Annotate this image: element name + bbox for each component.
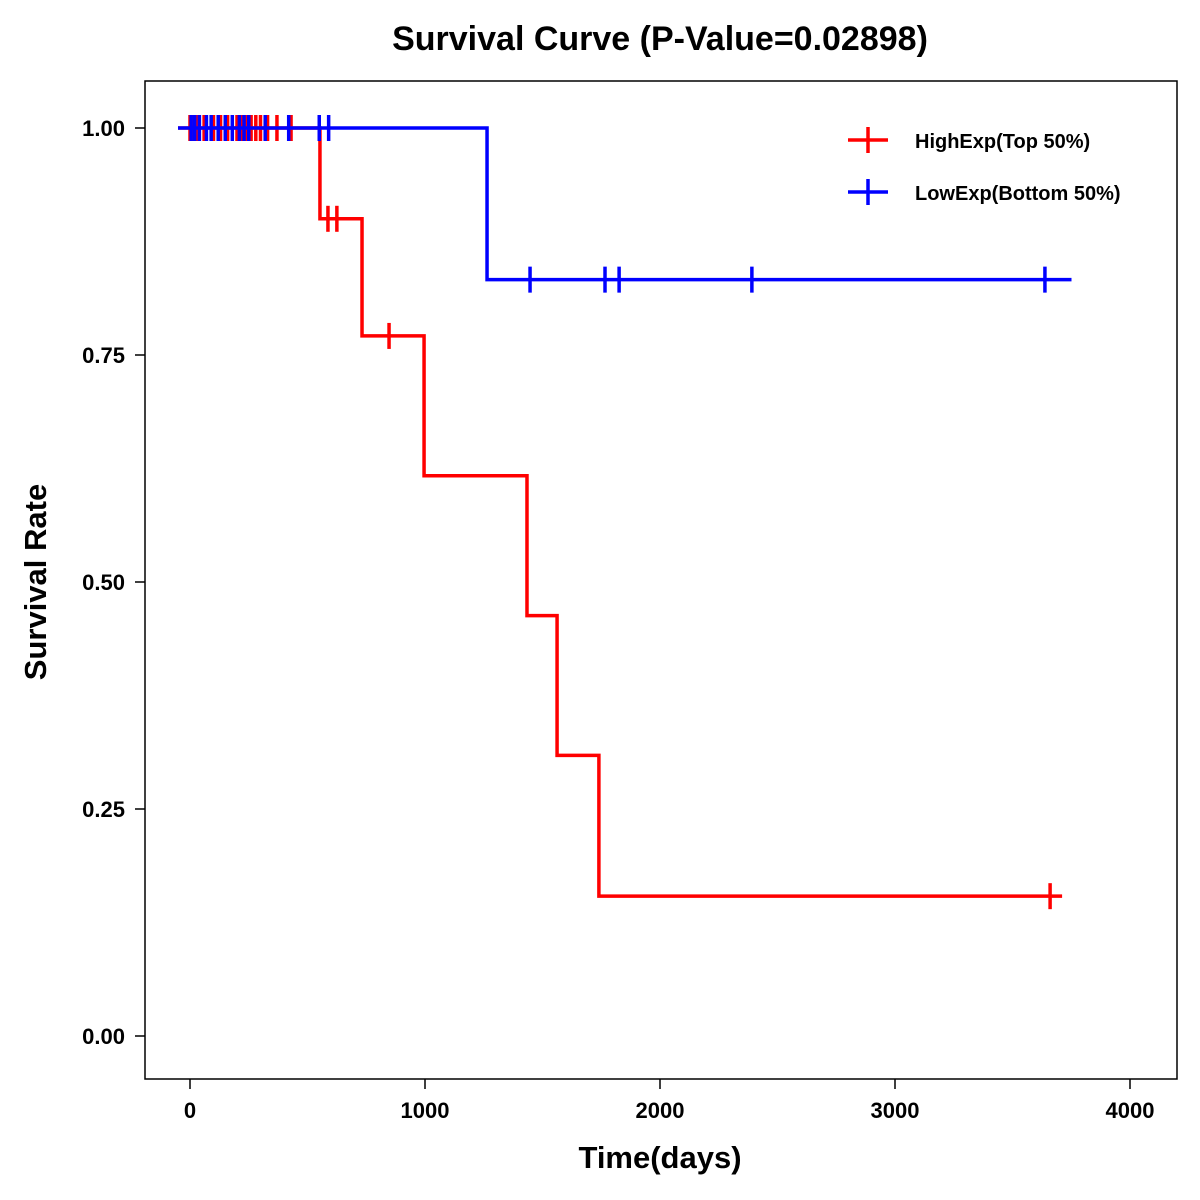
chart-title: Survival Curve (P-Value=0.02898) bbox=[392, 20, 928, 58]
y-tick-label: 0.25 bbox=[82, 797, 125, 822]
y-tick-label: 0.75 bbox=[82, 343, 125, 368]
y-tick-label: 0.00 bbox=[82, 1024, 125, 1049]
survival-line-low bbox=[178, 126, 1072, 282]
x-tick-label: 4000 bbox=[1106, 1098, 1155, 1123]
y-axis-label: Survival Rate bbox=[18, 484, 53, 680]
x-tick-label: 0 bbox=[184, 1098, 196, 1123]
y-tick-label: 0.50 bbox=[82, 570, 125, 595]
x-tick-label: 3000 bbox=[871, 1098, 920, 1123]
x-tick-label: 1000 bbox=[401, 1098, 450, 1123]
y-tick-label: 1.00 bbox=[82, 116, 125, 141]
legend-label: HighExp(Top 50%) bbox=[915, 131, 1090, 153]
survival-line-high bbox=[178, 126, 1063, 898]
x-tick-label: 2000 bbox=[636, 1098, 685, 1123]
plot-panel bbox=[144, 80, 1178, 1080]
x-axis-label: Time(days) bbox=[578, 1140, 741, 1175]
legend: HighExp(Top 50%) LowExp(Bottom 50%) bbox=[848, 127, 1121, 205]
legend-label: LowExp(Bottom 50%) bbox=[915, 183, 1121, 205]
